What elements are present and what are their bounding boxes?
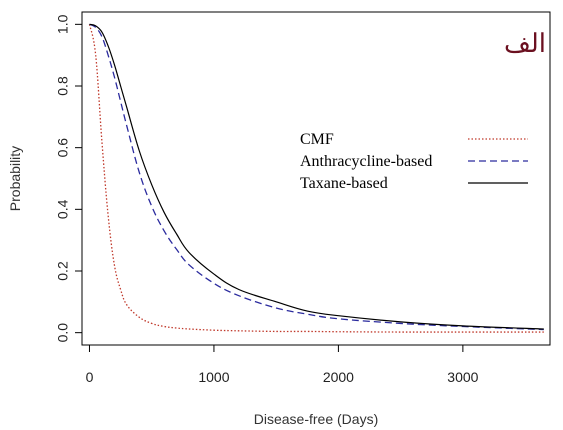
legend-label: Anthracycline-based [300, 153, 432, 170]
y-tick-label: 0.4 [55, 199, 71, 219]
y-tick-label: 0.6 [55, 138, 71, 158]
legend-label: Taxane-based [300, 175, 388, 192]
x-tick-label: 0 [86, 369, 94, 385]
y-tick-label: 0.2 [55, 261, 71, 281]
y-tick-label: 1.0 [55, 14, 71, 34]
x-tick-label: 3000 [447, 369, 478, 385]
x-axis-label: Disease-free (Days) [254, 411, 378, 427]
plot-frame [81, 11, 551, 346]
series-line-cmf [88, 24, 544, 333]
y-tick-label: 0.0 [55, 323, 71, 343]
series-line-taxane-based [89, 23, 544, 330]
y-axis-label: Probability [7, 146, 23, 211]
y-tick-label: 0.8 [55, 76, 71, 96]
x-tick-label: 1000 [198, 369, 229, 385]
legend-label: CMF [300, 131, 334, 148]
panel-label: الف [504, 29, 546, 59]
series-line-anthracycline-based [89, 23, 544, 331]
x-tick-label: 2000 [323, 369, 354, 385]
